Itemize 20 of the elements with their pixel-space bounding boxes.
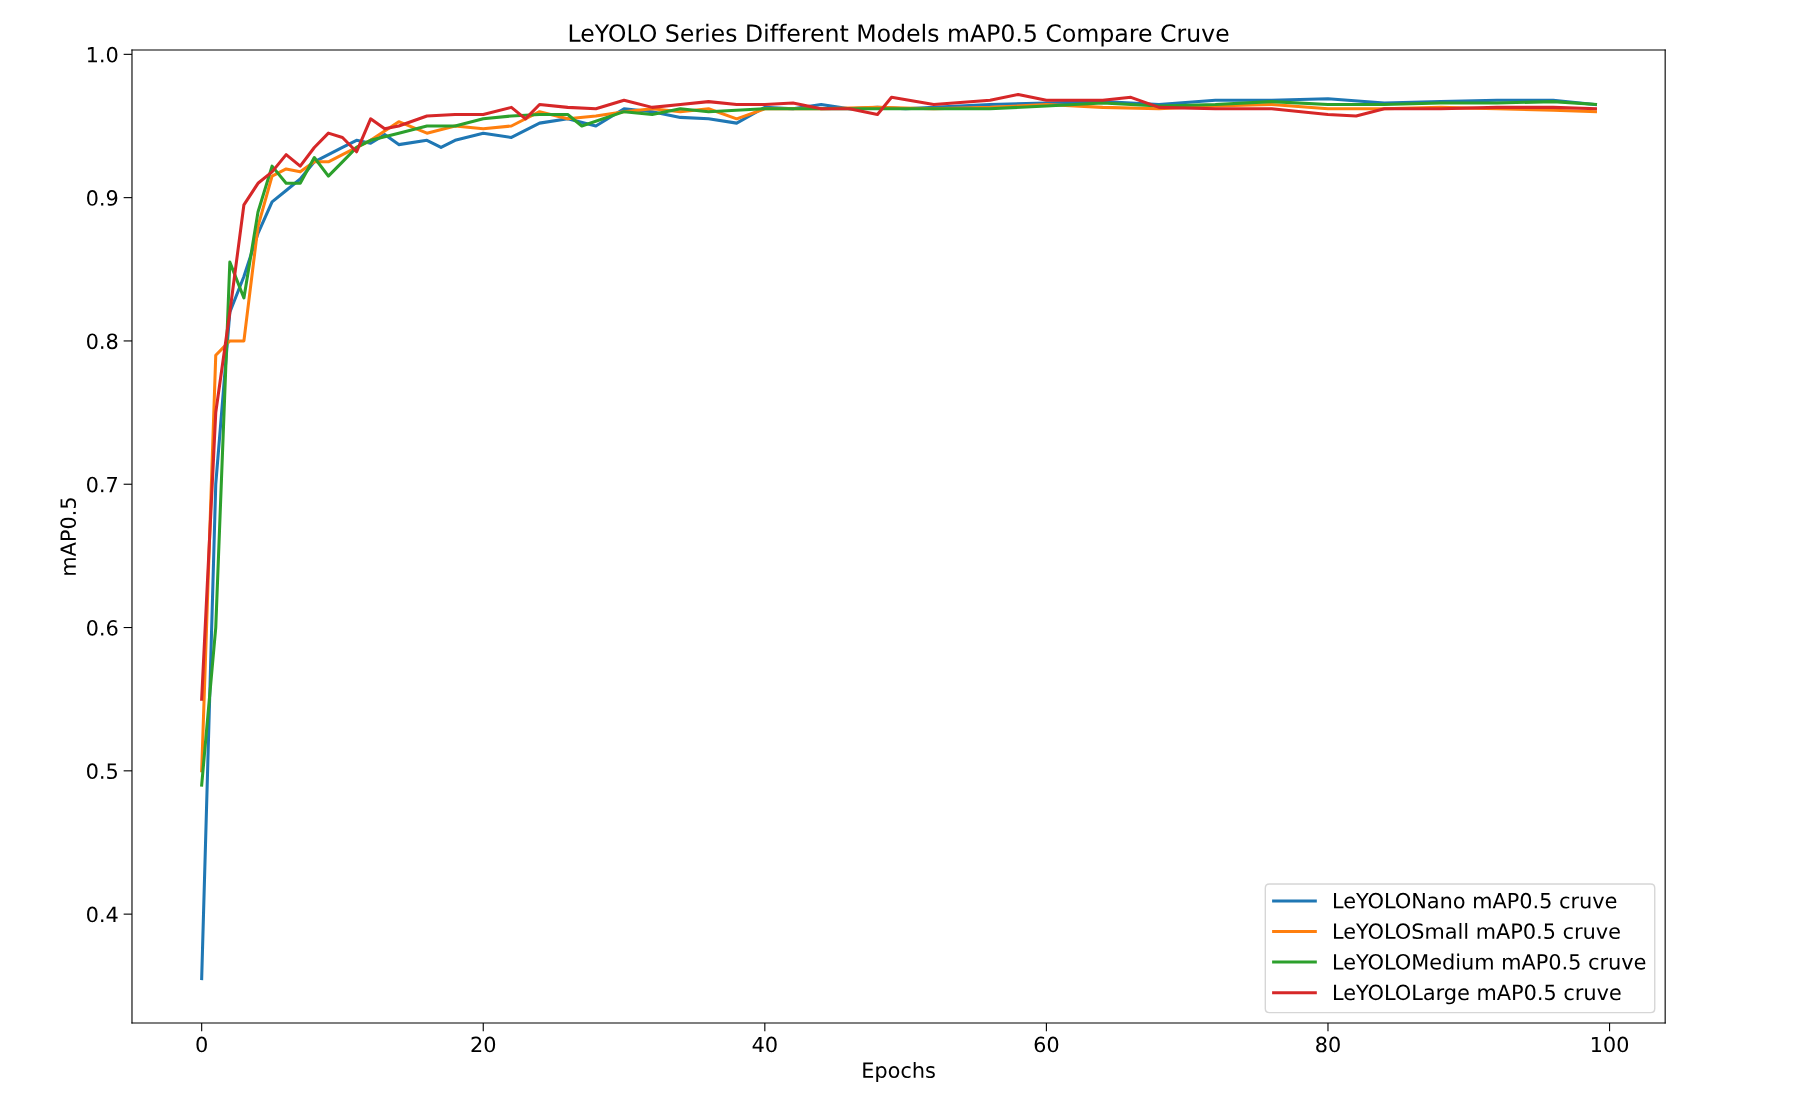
y-tick-label: 0.7 — [87, 476, 118, 493]
y-tick-label: 0.5 — [87, 763, 117, 780]
chart-title: LeYOLO Series Different Models mAP0.5 Compare Cruve — [569, 23, 1229, 47]
x-tick-label: 60 — [1034, 1036, 1059, 1053]
x-tick-label: 100 — [1591, 1036, 1629, 1053]
y-tick-label: 0.4 — [87, 906, 118, 923]
x-tick-label: 20 — [471, 1036, 496, 1053]
y-tick-label: 0.9 — [87, 190, 118, 206]
legend-label: LeYOLOMedium mAP0.5 cruve — [1334, 953, 1646, 970]
x-tick-label: 80 — [1316, 1036, 1340, 1053]
legend-label: LeYOLONano mAP0.5 cruve — [1334, 892, 1617, 909]
x-axis-title: Epochs — [863, 1061, 935, 1083]
legend-label: LeYOLOSmall mAP0.5 cruve — [1334, 922, 1620, 940]
y-tick-label: 0.8 — [87, 333, 118, 350]
x-tick-label: 0 — [196, 1036, 207, 1053]
legend-label: LeYOLOLarge mAP0.5 cruve — [1334, 984, 1621, 1005]
y-tick-label: 0.6 — [87, 619, 118, 636]
y-axis-title: mAP0.5 — [60, 498, 77, 575]
x-tick-label: 40 — [752, 1036, 777, 1053]
y-tick-label: 1.0 — [87, 46, 118, 63]
